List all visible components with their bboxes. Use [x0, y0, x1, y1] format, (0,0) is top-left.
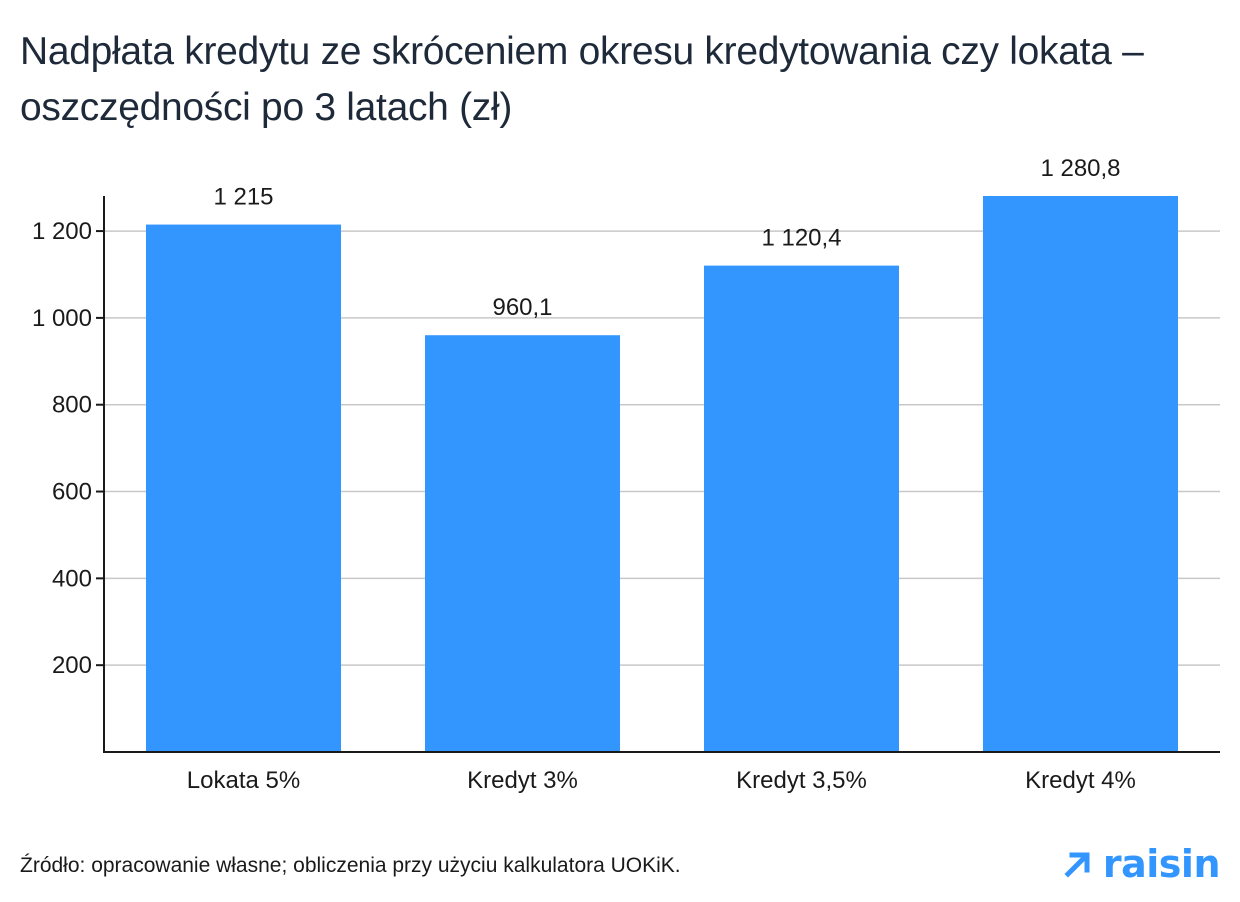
data-label: 1 280,8 — [1040, 155, 1120, 182]
x-tick-label: Kredyt 4% — [1025, 767, 1136, 794]
x-tick-label: Kredyt 3,5% — [736, 767, 867, 794]
y-tick-label: 1 000 — [32, 305, 92, 332]
x-tick-label: Kredyt 3% — [467, 767, 578, 794]
bar — [983, 196, 1178, 752]
bar — [146, 224, 341, 752]
axes — [96, 196, 1220, 753]
bars — [146, 196, 1178, 752]
y-tick-label: 600 — [52, 479, 92, 506]
chart-title: Nadpłata kredytu ze skróceniem okresu kr… — [20, 30, 1144, 129]
logo-text: raisin — [1102, 842, 1221, 886]
data-label: 1 120,4 — [761, 225, 841, 252]
bar — [704, 265, 899, 752]
arrow-up-right-icon — [1064, 852, 1090, 878]
data-label: 960,1 — [492, 294, 552, 321]
labels: 200 400 600 800 1 000 1 200 1 215 Lokata 5% 960,… — [32, 155, 1136, 794]
y-tick-label: 200 — [52, 652, 92, 679]
y-tick-label: 1 200 — [32, 218, 92, 245]
data-label: 1 215 — [213, 184, 273, 211]
raisin-logo: raisin — [1061, 842, 1221, 886]
source-note: Źródło: opracowanie własne; obliczenia p… — [20, 854, 681, 877]
bar — [425, 335, 620, 752]
x-tick-label: Lokata 5% — [187, 767, 300, 794]
bar-chart: 200 400 600 800 1 000 1 200 1 215 Lokata 5% 960,… — [32, 155, 1220, 794]
y-tick-label: 400 — [52, 565, 92, 592]
y-tick-label: 800 — [52, 392, 92, 419]
